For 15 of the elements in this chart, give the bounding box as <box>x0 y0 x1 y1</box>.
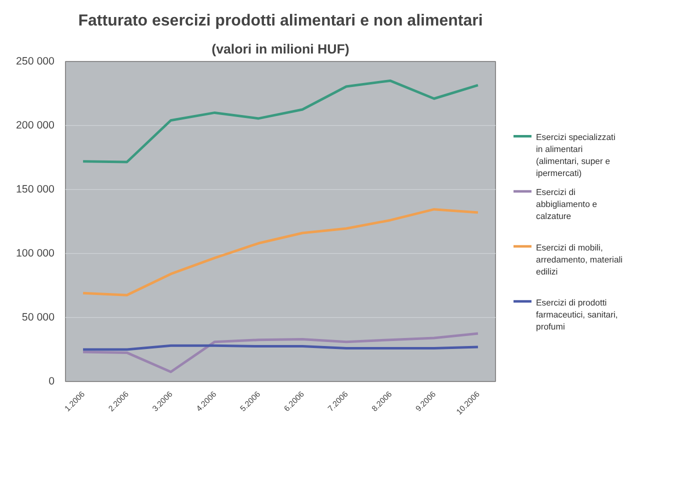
y-tick-label: 0 <box>48 376 55 388</box>
line-series <box>82 79 480 164</box>
legend-label: Esercizi di mobili, arredamento, materiali edilizi <box>536 242 623 276</box>
chart-title: Fatturato esercizi prodotti alimentari e non alimentari <box>78 12 483 30</box>
line-series <box>82 208 480 296</box>
y-tick-label: 150 000 <box>16 184 55 196</box>
y-tick-label: 250 000 <box>16 56 55 68</box>
y-tick-label: 100 000 <box>16 248 55 260</box>
y-tick-label: 50 000 <box>22 312 55 324</box>
legend-label: Esercizi di prodotti farmaceutici, sanitari, profumi <box>536 297 618 332</box>
chart-subtitle: (valori in milioni HUF) <box>212 42 350 56</box>
y-tick-label: 200 000 <box>16 120 55 132</box>
legend-label: Esercizi specializzati in alimentari (alimentari, super e ipermercati) <box>536 132 616 178</box>
line-series <box>82 332 480 374</box>
legend-label: Esercizi di abbigliamento e calzature <box>536 187 598 222</box>
